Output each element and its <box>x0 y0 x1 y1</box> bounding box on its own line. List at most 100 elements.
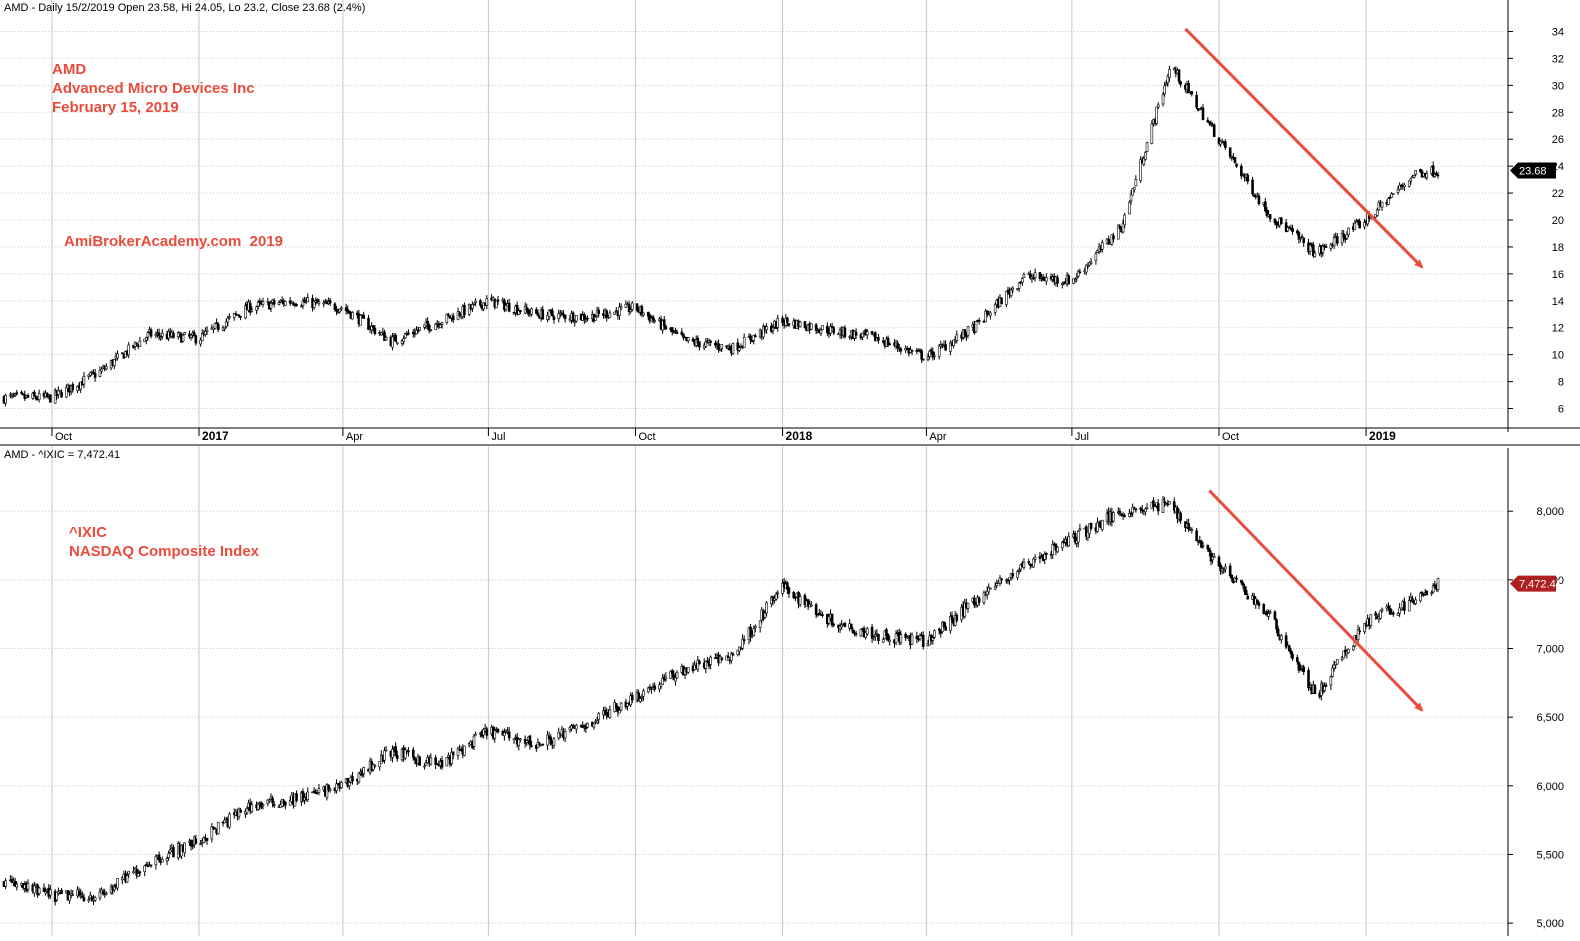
price-bar <box>829 323 832 336</box>
price-bar <box>474 298 477 307</box>
price-bar <box>250 306 254 313</box>
price-bar <box>1129 511 1133 518</box>
price-bar <box>226 315 230 327</box>
price-bar <box>664 672 668 683</box>
price-bar <box>1150 120 1154 145</box>
price-bar <box>877 333 880 344</box>
price-bar <box>269 300 273 313</box>
price-bar <box>44 887 47 896</box>
price-bar <box>157 851 161 863</box>
price-bar <box>348 781 351 790</box>
price-bar <box>1134 507 1138 513</box>
price-bar <box>686 337 690 344</box>
price-bar <box>1100 519 1104 532</box>
price-bar <box>864 631 867 640</box>
price-bar <box>754 333 757 338</box>
price-bar <box>192 329 196 337</box>
price-bar <box>1155 106 1158 126</box>
price-bar <box>653 318 656 324</box>
price-bar <box>367 314 370 330</box>
price-bar <box>541 743 545 746</box>
price-bar <box>806 599 810 610</box>
price-bar <box>143 864 146 877</box>
price-bar <box>1347 227 1350 238</box>
price-bar <box>613 311 616 315</box>
price-bar <box>1323 682 1326 693</box>
price-bar <box>34 395 38 401</box>
price-bar <box>517 737 521 751</box>
price-bar <box>696 655 700 673</box>
price-bar <box>575 315 578 323</box>
price-bar <box>738 646 741 656</box>
price-bar <box>1172 497 1176 515</box>
price-bar <box>89 371 92 378</box>
price-bar <box>472 302 476 306</box>
price-bar <box>1265 609 1269 617</box>
price-bar <box>776 314 780 332</box>
price-bar <box>1396 612 1400 616</box>
price-bar <box>1179 80 1182 88</box>
price-bar <box>1230 155 1234 161</box>
price-bar <box>910 349 914 356</box>
price-bar <box>200 329 204 342</box>
price-bar <box>100 367 103 374</box>
price-bar <box>1233 576 1237 583</box>
price-bar <box>704 660 708 674</box>
price-bar <box>832 623 836 628</box>
price-bar <box>1276 625 1280 637</box>
price-bar <box>496 295 500 305</box>
price-bar <box>71 382 75 393</box>
price-bar <box>714 340 717 349</box>
price-bar <box>194 334 198 346</box>
price-bar <box>482 302 485 312</box>
price-bar <box>1342 229 1345 242</box>
price-bar <box>1061 541 1064 551</box>
price-bar <box>1275 618 1278 634</box>
price-bar <box>1212 552 1216 559</box>
price-bar <box>1033 554 1037 564</box>
price-bar <box>896 340 899 352</box>
price-bar <box>827 613 831 626</box>
price-bar <box>1110 234 1114 246</box>
price-bar <box>37 389 41 403</box>
price-bar <box>984 308 987 323</box>
price-bar <box>1009 287 1013 298</box>
price-bar <box>549 734 553 746</box>
price-bar <box>81 891 84 899</box>
price-bar <box>1435 171 1438 176</box>
price-bar <box>1257 192 1261 206</box>
price-bar <box>1323 244 1326 251</box>
price-bar <box>944 622 947 631</box>
price-bar <box>1307 667 1310 692</box>
price-bar <box>512 738 516 744</box>
price-bar <box>608 310 612 319</box>
price-bar <box>415 326 418 335</box>
price-bar <box>451 751 455 760</box>
price-bar <box>1000 296 1003 305</box>
price-bar <box>379 332 383 336</box>
price-bar <box>955 612 959 623</box>
y-tick-label: 34 <box>1552 26 1564 38</box>
price-bar <box>199 839 202 846</box>
price-bar <box>865 626 869 636</box>
price-bar <box>15 389 19 396</box>
price-bar <box>642 312 645 317</box>
price-bar <box>1391 610 1395 617</box>
price-bar <box>787 323 791 327</box>
price-bar <box>840 620 843 630</box>
price-bar <box>519 309 522 315</box>
price-bar <box>317 784 321 796</box>
price-bar <box>1164 80 1168 86</box>
price-bar <box>4 878 7 890</box>
price-bar <box>1128 200 1131 215</box>
price-bar <box>985 310 989 318</box>
price-bar <box>127 342 130 359</box>
price-bar <box>440 755 444 770</box>
price-bar <box>340 305 343 312</box>
price-bar <box>1264 197 1267 213</box>
price-bar <box>250 800 254 814</box>
price-bar <box>614 703 618 712</box>
price-bar <box>79 888 83 900</box>
price-bar <box>670 327 674 336</box>
price-bar <box>1077 269 1080 278</box>
